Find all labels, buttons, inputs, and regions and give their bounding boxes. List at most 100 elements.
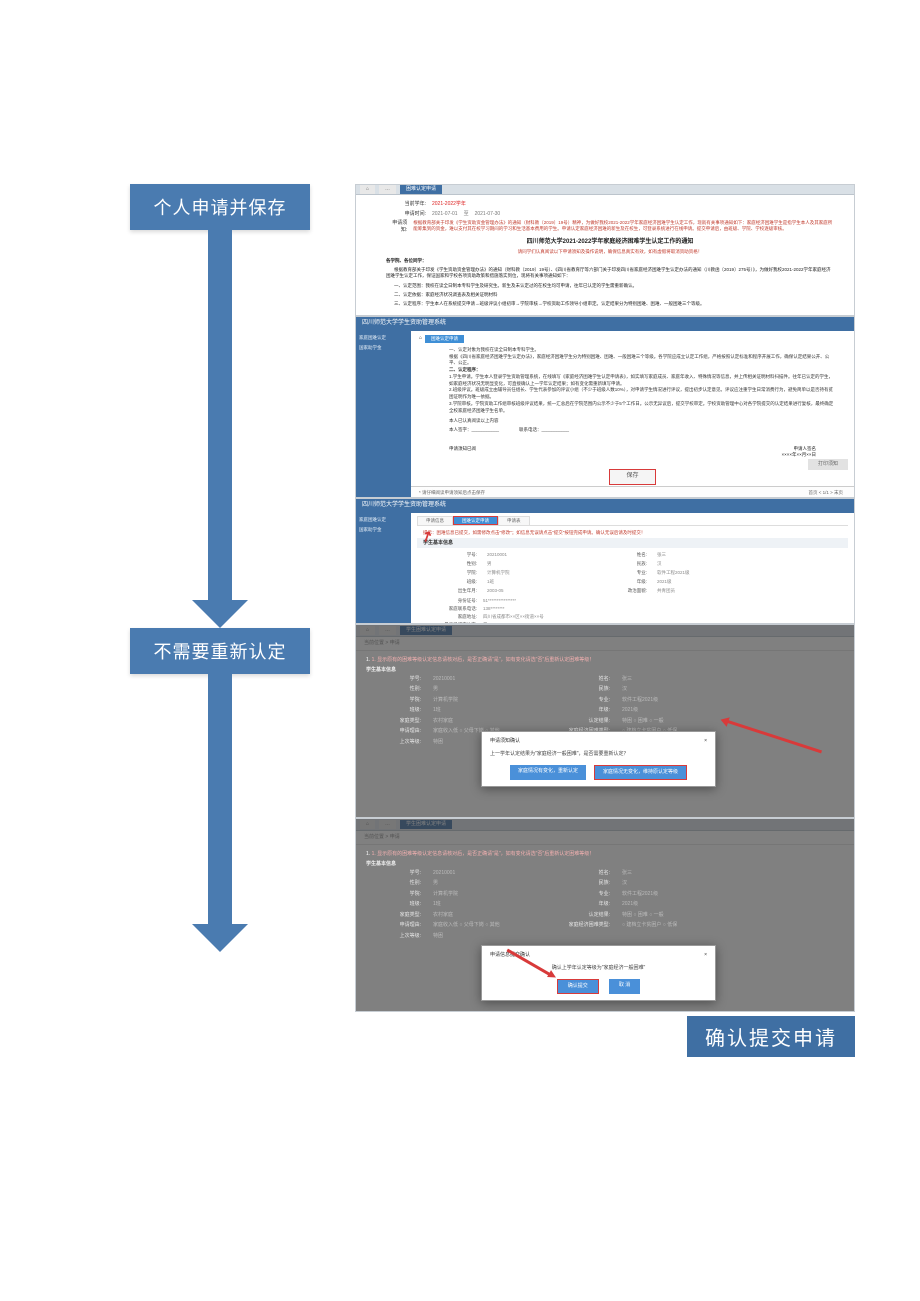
s4-jtlx-l: 家庭类型: — [366, 718, 421, 725]
s1-year-label: 当前学年: — [386, 201, 426, 208]
s1-doc-title: 四川师范大学2021-2022学年家庭经济困难学生认定工作的通知 — [386, 239, 834, 247]
s2-pagination[interactable]: 首页 < 1/1 > 末页 — [805, 490, 846, 496]
s4-dialog: 申请须知确认× 上一学年认定结果为"家庭经济一般困难"，是否需要重新认定？ 家庭… — [481, 731, 716, 787]
s4-mz-v: 汉 — [622, 686, 732, 693]
s3-nj-v: 2021级 — [657, 579, 757, 585]
s3-section-title: 学生基本信息 — [417, 538, 848, 549]
flow-column: 个人申请并保存 不需要重新认定 — [130, 184, 310, 952]
s4-nj-v: 2021级 — [622, 707, 732, 714]
s2-tab-home[interactable]: ⌂ — [419, 335, 422, 343]
screenshot-3-form: 四川师范大学学生资助管理系统 家庭困难认定 国家助学金 申请信息 困难认定申请 … — [355, 498, 855, 624]
s3-zzmm-v: 共青团员 — [657, 588, 757, 594]
s2-p5: 2.班级评议。班级成立由辅导员任组长、学生代表参加的评议小组（不少于班级人数10… — [449, 387, 834, 401]
s4-xy-v: 计算机学院 — [433, 697, 543, 704]
s3-mz-v: 汉 — [657, 561, 757, 567]
s3-lxdh-l: 家庭联系电话: — [427, 606, 477, 612]
s4-dialog-title: 申请须知确认 — [490, 738, 520, 745]
s5-xm-l: 姓名: — [555, 870, 610, 877]
s2-date: ××××年××月××日 — [781, 452, 816, 457]
s3-tab-3[interactable]: 申请表 — [498, 516, 530, 525]
s5-sqly-l: 申请理由: — [366, 922, 421, 929]
s1-tab-list[interactable]: … — [379, 185, 396, 194]
s2-p6: 3.学院审核。学院资助工作组审核班级评议结果，统一汇总后在学院范围内公示不少于5… — [449, 401, 834, 415]
s4-jtlx-v: 农村家庭 — [433, 718, 543, 725]
s1-tab-home[interactable]: ⌂ — [360, 185, 375, 194]
s3-header: 四川师范大学学生资助管理系统 — [356, 499, 854, 513]
s4-xy-l: 学院: — [366, 697, 421, 704]
s4-mz-l: 民族: — [555, 686, 610, 693]
s5-prompt: 1. 1. 显示原有的困难等级认定信息请核对后，是否正确请"是"，如有变化请选"… — [366, 851, 844, 858]
s4-zy-l: 专业: — [555, 697, 610, 704]
s5-dialog-body: 确认上学年认定等级为"家庭经济一般困难" — [490, 965, 707, 972]
s4-dialog-close[interactable]: × — [704, 738, 707, 745]
s2-header: 四川师范大学学生资助管理系统 — [356, 317, 854, 331]
s3-sfzh-v: 51**************** — [483, 598, 516, 604]
s3-xh-v: 20210001 — [487, 552, 587, 558]
s5-knlx-l: 家庭经济困难类型: — [555, 922, 610, 929]
s2-print-button[interactable]: 打印须知 — [808, 459, 848, 470]
s3-xh-l: 学号: — [427, 552, 477, 558]
s2-p4: 1.学生申请。学生本人登录学生资助管理系统，在线填写《家庭经济困难学生认定申请表… — [449, 374, 834, 388]
s5-mz-l: 民族: — [555, 880, 610, 887]
bottom-caption: 确认提交申请 — [687, 1016, 855, 1057]
s2-sign2: 联系电话：___________ — [519, 427, 569, 434]
s4-btn-keep[interactable]: 家庭情况无变化，维持原认定等级 — [594, 765, 687, 780]
s1-li3: 三、认定程序：学生本人在系统提交申请→班级评议小组初审→学院审核→学校资助工作领… — [386, 301, 834, 307]
s4-zy-v: 软件工程2021级 — [622, 697, 732, 704]
s5-rdjg-v: 特困 ○ 困难 ○ 一般 — [622, 912, 732, 919]
s3-side-item-1[interactable]: 家庭困难认定 — [359, 517, 408, 523]
s2-sign1: 本人签字：___________ — [449, 427, 499, 434]
s2-footer-hint: * 请仔细阅读申请须知后点击保存 — [419, 490, 485, 496]
s3-side-item-2[interactable]: 国家助学金 — [359, 527, 408, 533]
s2-sidebar: 家庭困难认定 国家助学金 — [356, 331, 411, 498]
s5-xh-v: 20210001 — [433, 870, 543, 877]
s3-xy-l: 学院: — [427, 570, 477, 576]
s4-rdjg-l: 认定结果: — [555, 718, 610, 725]
s5-rdjg-l: 认定结果: — [555, 912, 610, 919]
s3-tab-2[interactable]: 困难认定申请 — [453, 516, 498, 525]
s5-tjsm-v: 特困 — [433, 933, 543, 940]
s3-bj-l: 班级: — [427, 579, 477, 585]
s4-xm-v: 张三 — [622, 676, 732, 683]
screenshot-5-dialog-submit: ⌂ … 学生困难认定申请 当前位置 > 申请 1. 1. 显示原有的困难等级认定… — [355, 818, 855, 1012]
s2-side-item-1[interactable]: 家庭困难认定 — [359, 335, 408, 341]
s3-jtzz-l: 家庭地址: — [427, 614, 477, 620]
s1-doc-warning: 请同学们认真阅读以下申请须知及操作说明，确保信息真实有效，如有虚假将取消资助资格… — [386, 249, 834, 255]
s5-xy-v: 计算机学院 — [433, 891, 543, 898]
s4-xb-v: 男 — [433, 686, 543, 693]
s1-tab-active[interactable]: 困难认定申请 — [400, 185, 442, 194]
s2-tab-active[interactable]: 困难认定申请 — [425, 335, 464, 343]
s3-xm-v: 张三 — [657, 552, 757, 558]
s5-xb-l: 性别: — [366, 880, 421, 887]
s3-xb-l: 性别: — [427, 561, 477, 567]
s4-bj-v: 1班 — [433, 707, 543, 714]
s1-year-value: 2021-2022学年 — [432, 201, 466, 208]
s5-jtlx-v: 农村家庭 — [433, 912, 543, 919]
s5-mz-v: 汉 — [622, 880, 732, 887]
s5-btn-cancel[interactable]: 取 消 — [609, 979, 640, 994]
s3-zy-v: 软件工程2021级 — [657, 570, 757, 576]
s3-csrq-l: 出生年月: — [427, 588, 477, 594]
s5-jtlx-l: 家庭类型: — [366, 912, 421, 919]
s3-xb-v: 男 — [487, 561, 587, 567]
flow-step-2: 不需要重新认定 — [130, 628, 310, 674]
s5-dialog-close[interactable]: × — [704, 952, 707, 959]
s2-side-item-2[interactable]: 国家助学金 — [359, 345, 408, 351]
s1-li2: 二、认定依据：家庭经济状况调查表及相关证明材料 — [386, 292, 834, 298]
s4-xh-l: 学号: — [366, 676, 421, 683]
s3-xm-l: 姓名: — [597, 552, 647, 558]
s3-tab-1[interactable]: 申请信息 — [417, 516, 453, 525]
s5-nj-v: 2021级 — [622, 901, 732, 908]
s2-tabs: ⌂ 困难认定申请 — [419, 335, 846, 343]
screenshot-1-notice: ⌂ … 困难认定申请 当前学年:2021-2022学年 申请时间:2021-07… — [355, 184, 855, 316]
s4-sqly-l: 申请理由: — [366, 728, 421, 735]
s4-btn-reapply[interactable]: 家庭情况有变化，重新认定 — [510, 765, 586, 780]
s5-bj-v: 1班 — [433, 901, 543, 908]
s2-left-sig: 申请须知已阅 — [449, 446, 476, 458]
s5-btn-confirm[interactable]: 确认提交 — [557, 979, 599, 994]
screenshot-2-document: 四川师范大学学生资助管理系统 家庭困难认定 国家助学金 ⌂ 困难认定申请 一、认… — [355, 316, 855, 498]
s5-xh-l: 学号: — [366, 870, 421, 877]
s2-save-button[interactable]: 保存 — [609, 469, 655, 485]
s1-period-from: 2021-07-01 — [432, 211, 458, 218]
s5-knlx-v: ○ 建档立卡贫困户 ○ 低保 — [622, 922, 732, 929]
